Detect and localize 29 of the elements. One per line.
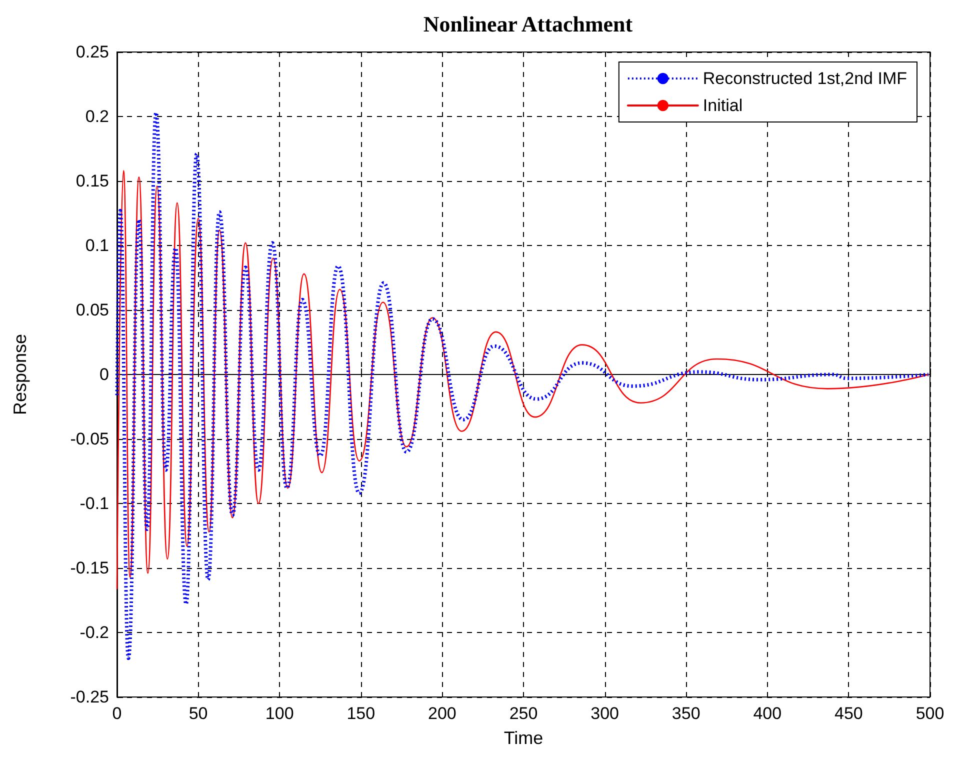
y-tick-label: 0 [100, 365, 109, 384]
y-tick-label: 0.1 [85, 236, 109, 255]
y-tick-label: -0.2 [80, 623, 109, 642]
y-tick-label: 0.05 [76, 300, 109, 320]
x-tick-label: 350 [672, 704, 700, 723]
x-tick-label: 200 [428, 704, 456, 723]
y-axis-title: Response [10, 334, 30, 416]
legend-label: Initial [702, 96, 743, 115]
x-tick-label: 500 [916, 704, 944, 723]
x-tick-label: 150 [346, 704, 376, 723]
y-tick-label: -0.1 [80, 494, 109, 513]
y-tick-label: -0.05 [70, 430, 109, 448]
x-axis-title: Time [504, 728, 544, 748]
legend-label: Reconstructed 1st,2nd IMF [702, 69, 907, 88]
y-tick-label: -0.15 [70, 558, 109, 578]
y-tick-label: 0.2 [85, 107, 109, 126]
x-tick-label: 250 [509, 704, 538, 723]
x-tick-label: 300 [590, 704, 619, 723]
chart-title: Nonlinear Attachment [423, 12, 634, 36]
line-series [116, 170, 930, 590]
x-tick-label: 100 [265, 704, 294, 723]
y-tick-label: -0.25 [70, 688, 109, 706]
y-tick-label: 0.25 [76, 42, 109, 62]
line-series [115, 110, 930, 660]
x-tick-label: 0 [112, 704, 122, 723]
y-tick-label: 0.15 [76, 172, 109, 190]
x-tick-label: 400 [753, 704, 782, 723]
x-tick-label: 450 [834, 704, 863, 723]
x-tick-label: 50 [188, 704, 208, 723]
